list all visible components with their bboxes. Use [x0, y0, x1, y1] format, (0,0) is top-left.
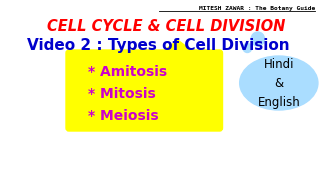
- Ellipse shape: [240, 56, 318, 110]
- Text: * Amitosis: * Amitosis: [88, 65, 167, 79]
- Circle shape: [243, 44, 252, 53]
- Text: CELL CYCLE & CELL DIVISION: CELL CYCLE & CELL DIVISION: [47, 19, 285, 33]
- Text: MITESH ZAWAR : The Botany Guide: MITESH ZAWAR : The Botany Guide: [199, 6, 315, 11]
- Text: Video 2 : Types of Cell Division: Video 2 : Types of Cell Division: [27, 37, 290, 53]
- Text: Hindi
&
English: Hindi & English: [257, 57, 300, 109]
- Text: * Mitosis: * Mitosis: [88, 87, 156, 101]
- Polygon shape: [161, 40, 195, 53]
- Text: * Meiosis: * Meiosis: [88, 109, 159, 123]
- FancyBboxPatch shape: [66, 50, 222, 131]
- Circle shape: [251, 32, 265, 46]
